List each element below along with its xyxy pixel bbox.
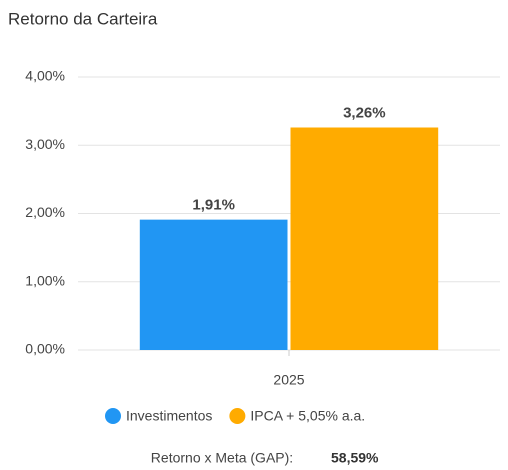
- legend-swatch: [229, 408, 246, 424]
- bar: [290, 127, 439, 350]
- y-tick-label: 4,00%: [25, 68, 65, 84]
- legend-label: Investimentos: [126, 408, 212, 424]
- y-tick-label: 3,00%: [25, 136, 65, 152]
- value-label: 1,91%: [192, 197, 235, 214]
- y-tick-label: 2,00%: [25, 204, 65, 220]
- y-tick-label: 0,00%: [25, 341, 65, 357]
- footer-label: Retorno x Meta (GAP):: [151, 450, 293, 466]
- legend-label: IPCA + 5,05% a.a.: [250, 408, 365, 424]
- chart-title: Retorno da Carteira: [8, 9, 158, 28]
- x-tick-label: 2025: [273, 372, 304, 388]
- y-tick-label: 1,00%: [25, 272, 65, 288]
- legend-swatch: [105, 408, 121, 424]
- bar: [139, 219, 288, 350]
- value-label: 3,26%: [343, 104, 386, 121]
- footer-value: 58,59%: [331, 450, 379, 466]
